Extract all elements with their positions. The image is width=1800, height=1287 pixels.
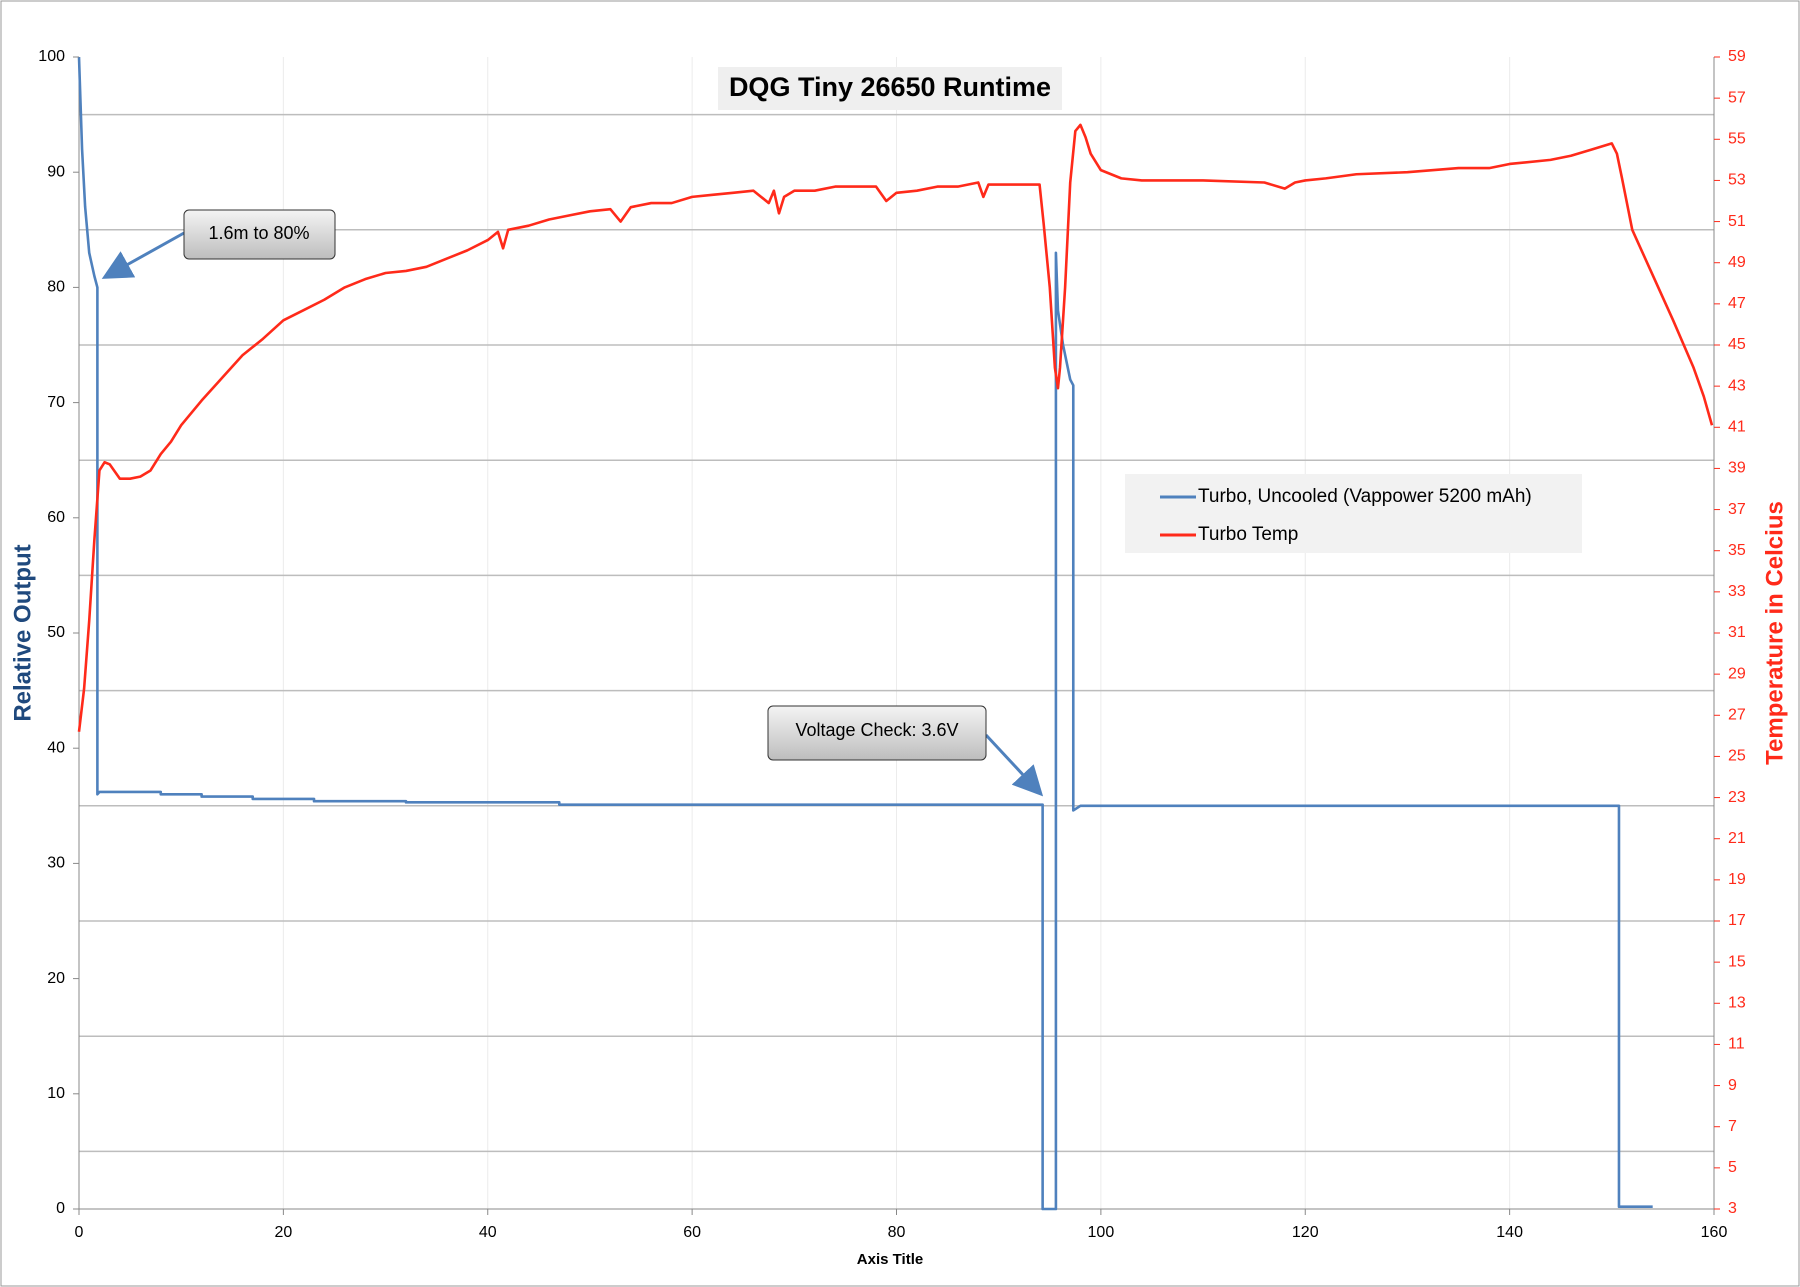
y2-tick-label: 49 [1728, 254, 1746, 271]
y2-tick-label: 21 [1728, 830, 1746, 847]
y2-tick-label: 53 [1728, 172, 1746, 189]
y-tick-label: 20 [47, 970, 65, 987]
y2-tick-label: 5 [1728, 1159, 1737, 1176]
y2-tick-label: 29 [1728, 665, 1746, 682]
x-tick-label: 100 [1088, 1224, 1115, 1241]
legend-label: Turbo, Uncooled (Vappower 5200 mAh) [1198, 486, 1532, 507]
y2-tick-label: 11 [1728, 1036, 1745, 1053]
y-tick-label: 60 [47, 509, 65, 526]
y2-tick-label: 15 [1728, 953, 1746, 970]
x-tick-label: 0 [75, 1224, 84, 1241]
y2-tick-label: 43 [1728, 377, 1746, 394]
y2-tick-label: 39 [1728, 460, 1746, 477]
series-line [77, 56, 1653, 1211]
callout-box [183, 209, 336, 260]
y2-tick-label: 13 [1728, 995, 1746, 1012]
y2-tick-label: 25 [1728, 748, 1746, 765]
y-tick-label: 50 [47, 624, 65, 641]
x-tick-label: 20 [274, 1224, 292, 1241]
callout-arrow [101, 231, 185, 279]
y-axis-title: Relative Output [9, 544, 36, 721]
y2-tick-label: 23 [1728, 789, 1746, 806]
x-tick-label: 160 [1701, 1224, 1728, 1241]
y2-tick-label: 27 [1728, 707, 1746, 724]
series-line [77, 123, 1714, 732]
y-tick-label: 30 [47, 855, 65, 872]
y2-tick-label: 33 [1728, 583, 1746, 600]
y2-tick-label: 51 [1728, 213, 1746, 230]
y2-tick-label: 57 [1728, 89, 1746, 106]
x-tick-label: 40 [479, 1224, 497, 1241]
x-tick-label: 60 [683, 1224, 701, 1241]
y2-tick-label: 59 [1728, 48, 1746, 65]
y2-tick-label: 37 [1728, 501, 1746, 518]
y2-tick-label: 45 [1728, 336, 1746, 353]
y2-tick-label: 41 [1728, 419, 1746, 436]
y2-tick-label: 35 [1728, 542, 1746, 559]
y-tick-label: 80 [47, 279, 65, 296]
legend-label: Turbo Temp [1198, 524, 1298, 545]
y2-tick-label: 19 [1728, 871, 1746, 888]
callout-text: Voltage Check: 3.6V [795, 720, 958, 740]
y2-tick-label: 31 [1728, 624, 1746, 641]
x-tick-label: 140 [1496, 1224, 1523, 1241]
y-tick-label: 10 [47, 1085, 65, 1102]
y-tick-label: 0 [56, 1200, 65, 1217]
callout-arrow [984, 733, 1044, 797]
y2-tick-label: 3 [1728, 1200, 1737, 1217]
y2-tick-label: 9 [1728, 1077, 1737, 1094]
title-box [718, 67, 1062, 110]
x-tick-label: 80 [888, 1224, 906, 1241]
legend-box [1125, 474, 1582, 553]
chart-title: DQG Tiny 26650 Runtime [729, 72, 1051, 102]
y2-tick-label: 7 [1728, 1118, 1737, 1135]
callout-text: 1.6m to 80% [208, 223, 309, 243]
y2-tick-label: 17 [1728, 912, 1746, 929]
y2-tick-label: 47 [1728, 295, 1746, 312]
y2-axis-title: Temperature in Celcius [1761, 501, 1788, 765]
x-axis-title: Axis Title [857, 1251, 923, 1268]
callout-box [767, 705, 987, 761]
y-tick-label: 40 [47, 739, 65, 756]
y-tick-label: 100 [38, 48, 65, 65]
y-tick-label: 90 [47, 163, 65, 180]
y2-tick-label: 55 [1728, 131, 1746, 148]
x-tick-label: 120 [1292, 1224, 1319, 1241]
y-tick-label: 70 [47, 394, 65, 411]
